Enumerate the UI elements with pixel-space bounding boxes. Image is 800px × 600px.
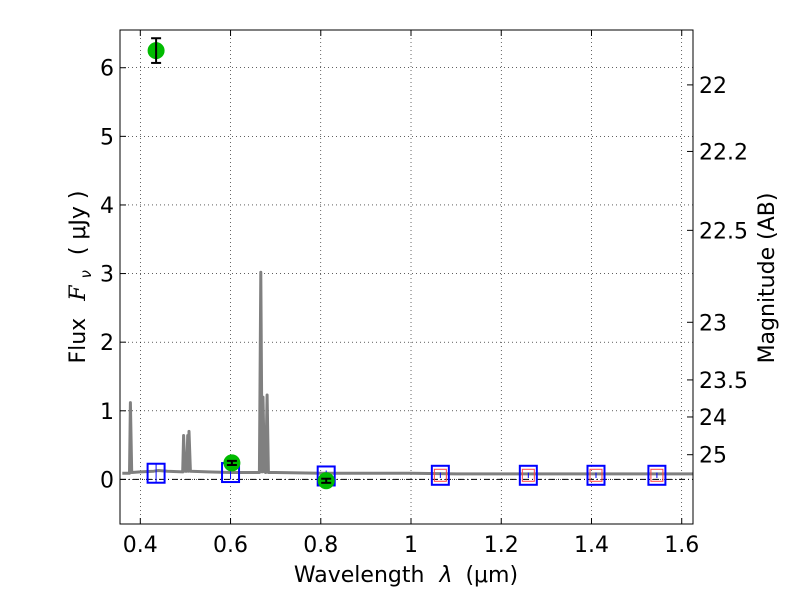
mag-tick-label: 23.5 bbox=[699, 369, 748, 394]
y-tick-label: 5 bbox=[100, 125, 114, 150]
y2-axis-label: Magnitude (AB) bbox=[755, 193, 780, 364]
x-tick-label: 1.2 bbox=[484, 533, 519, 558]
y-axis-label: Flux F ν ( μJy ) bbox=[66, 190, 97, 363]
mag-tick-label: 22.2 bbox=[699, 140, 748, 165]
x-axis-unit: (μm) bbox=[465, 563, 518, 588]
y-tick-label: 1 bbox=[100, 400, 114, 425]
x-axis-label: Wavelength λ (μm) bbox=[294, 563, 518, 588]
mag-tick-label: 24 bbox=[699, 406, 727, 431]
x-tick-label: 1 bbox=[404, 533, 418, 558]
y-axis-unit: ( μJy ) bbox=[66, 190, 91, 255]
model-box bbox=[146, 462, 166, 484]
model-box bbox=[430, 464, 450, 486]
x-tick-label: 1.6 bbox=[664, 533, 699, 558]
x-axis-label-text: Wavelength bbox=[294, 563, 425, 588]
alt-model-photometry bbox=[433, 468, 664, 482]
y-tick-label: 2 bbox=[100, 331, 114, 356]
y-axis-label-text: Flux bbox=[66, 318, 91, 364]
axis-ticks: 0.4 0.6 0.8 1 1.2 1.4 1.601234562222.222.52323… bbox=[100, 30, 748, 558]
alt-model-box bbox=[433, 468, 447, 482]
model-spectrum-line bbox=[122, 270, 693, 476]
alt-model-box bbox=[650, 468, 664, 482]
x-tick-label: 0.8 bbox=[303, 533, 338, 558]
plot-frame bbox=[119, 29, 694, 525]
model-box bbox=[518, 464, 538, 486]
y-axis-nu: ν bbox=[77, 270, 95, 278]
mag-tick-label: 25 bbox=[699, 444, 727, 469]
y-tick-label: 0 bbox=[100, 468, 114, 493]
model-box bbox=[647, 464, 667, 486]
y-tick-label: 3 bbox=[100, 263, 114, 288]
alt-model-box bbox=[589, 468, 603, 482]
y-tick-label: 4 bbox=[100, 194, 114, 219]
y-tick-label: 6 bbox=[100, 57, 114, 82]
x-axis-lambda: λ bbox=[438, 563, 452, 588]
plot-area bbox=[120, 30, 693, 524]
mag-tick-label: 22 bbox=[699, 74, 727, 99]
mag-tick-label: 22.5 bbox=[699, 219, 748, 244]
x-tick-label: 1.4 bbox=[574, 533, 609, 558]
x-tick-label: 0.6 bbox=[213, 533, 248, 558]
model-box bbox=[586, 464, 606, 486]
y-axis-F: F bbox=[66, 285, 91, 302]
alt-model-box bbox=[521, 468, 535, 482]
x-tick-label: 0.4 bbox=[123, 533, 158, 558]
observed-photometry bbox=[147, 37, 335, 490]
mag-tick-label: 23 bbox=[699, 311, 727, 336]
